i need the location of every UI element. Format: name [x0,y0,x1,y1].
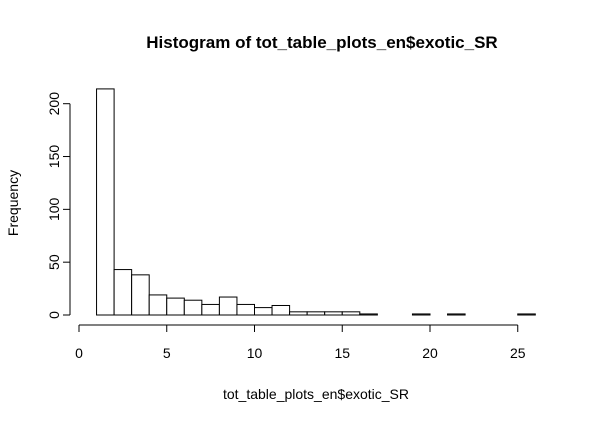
histogram-bar [218,296,238,316]
x-tick-label: 15 [334,345,350,361]
histogram-bar [113,269,133,316]
x-tick-label: 0 [75,345,83,361]
histogram-bar [131,274,150,316]
y-tick-label: 100 [46,197,62,221]
y-tick-label: 150 [46,145,62,169]
x-tick-label: 10 [247,345,263,361]
histogram-bar [166,297,185,316]
x-axis: 0 5 10 15 20 25 [75,324,526,361]
histogram-bar [324,311,343,316]
histogram-bar [447,313,466,316]
y-tick-label: 0 [46,311,62,319]
histogram-bar [271,304,291,316]
x-axis-label: tot_table_plots_en$exotic_SR [223,386,409,402]
x-tick-label: 20 [422,345,438,361]
histogram-bar [96,88,115,316]
histogram-bar [517,313,536,316]
histogram-bar [306,311,326,316]
histogram-bar [341,311,361,316]
chart-title: Histogram of tot_table_plots_en$exotic_S… [146,33,497,52]
y-axis: 0 50 100 150 200 [46,92,71,319]
y-axis-label: Frequency [5,170,21,236]
x-tick-label: 25 [510,345,526,361]
histogram-bar [359,313,378,316]
histogram-bar [236,303,255,316]
histogram-bar [289,311,308,316]
bars-group [96,88,536,316]
histogram-bar [201,303,220,316]
histogram-bar [411,313,431,316]
histogram-bar [148,294,168,316]
y-tick-label: 50 [46,254,62,270]
histogram-bar [254,307,273,316]
y-tick-label: 200 [46,92,62,116]
histogram-bar [183,299,203,316]
x-tick-label: 5 [163,345,171,361]
